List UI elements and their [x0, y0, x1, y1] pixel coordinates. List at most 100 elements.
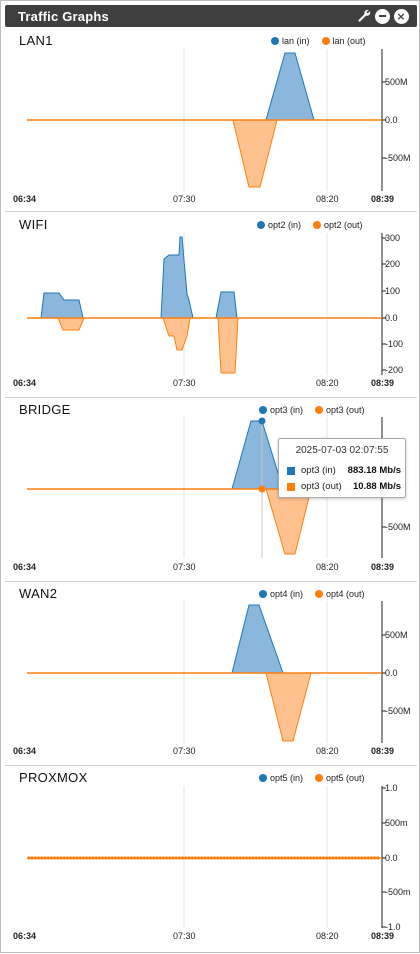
data-point	[117, 856, 121, 860]
data-point	[30, 856, 34, 860]
data-point	[363, 856, 367, 860]
x-tick: 07:30	[173, 194, 196, 204]
data-point	[302, 856, 306, 860]
data-point	[177, 856, 181, 860]
data-point	[155, 856, 159, 860]
legend-item-in[interactable]: opt5 (in)	[259, 773, 303, 783]
x-tick: 08:20	[316, 194, 339, 204]
y-tick: 300	[385, 233, 401, 243]
data-point	[85, 856, 89, 860]
data-point	[369, 856, 373, 860]
data-point	[328, 856, 332, 860]
data-point	[158, 856, 162, 860]
data-point	[238, 856, 242, 860]
data-point	[56, 856, 60, 860]
data-point	[149, 856, 153, 860]
data-point	[376, 856, 380, 860]
x-tick: 08:20	[316, 378, 339, 388]
legend-item-out[interactable]: opt5 (out)	[315, 773, 365, 783]
data-point	[107, 856, 111, 860]
data-point	[241, 856, 245, 860]
y-tick: 1.0	[385, 783, 398, 793]
data-point	[353, 856, 357, 860]
data-point	[325, 856, 329, 860]
data-point	[222, 856, 226, 860]
x-tick: 07:30	[173, 562, 196, 572]
data-point	[181, 856, 185, 860]
series-opt2-in	[160, 236, 194, 319]
data-point	[213, 856, 217, 860]
data-point	[49, 856, 54, 860]
legend-item-in[interactable]: opt4 (in)	[259, 589, 303, 599]
data-point	[46, 856, 50, 860]
data-point	[203, 856, 207, 860]
data-point	[245, 856, 249, 860]
wrench-icon[interactable]	[356, 8, 372, 24]
y-tick: 0.0	[385, 668, 398, 678]
data-point	[104, 856, 108, 860]
data-point	[161, 856, 165, 860]
data-point	[289, 856, 293, 860]
x-tick-start: 06:34	[13, 746, 37, 756]
data-point	[145, 856, 149, 860]
hover-tooltip: 2025-07-03 02:07:55 opt3 (in) 883.18 Mb/…	[278, 438, 406, 498]
data-point	[200, 856, 204, 860]
legend-item-in[interactable]: lan (in)	[271, 36, 310, 46]
data-point	[309, 856, 313, 860]
y-tick: -500m	[385, 887, 411, 897]
data-point	[81, 856, 85, 860]
close-icon[interactable]: ×	[393, 8, 409, 24]
y-tick: 0.0	[385, 115, 398, 125]
widget-header: Traffic Graphs ×	[5, 5, 417, 27]
legend-item-out[interactable]: opt4 (out)	[315, 589, 365, 599]
data-point	[293, 856, 297, 860]
y-tick: -500M	[385, 522, 411, 532]
x-tick-end: 08:39	[371, 562, 395, 572]
x-tick: 08:20	[316, 562, 339, 572]
data-point	[120, 856, 124, 860]
panel-title-proxmox: PROXMOX	[19, 770, 88, 785]
data-point	[129, 856, 133, 860]
widget-title: Traffic Graphs	[18, 9, 109, 24]
data-point	[171, 856, 175, 860]
data-point	[331, 856, 335, 860]
y-tick: 0.0	[385, 853, 398, 863]
data-point	[341, 856, 345, 860]
panel-title-bridge: BRIDGE	[19, 402, 71, 417]
data-point	[33, 856, 38, 860]
data-point	[254, 856, 258, 860]
divider	[5, 397, 417, 398]
data-point	[197, 856, 201, 860]
y-tick: 500m	[385, 818, 408, 828]
legend-item-out[interactable]: lan (out)	[321, 36, 366, 46]
data-point	[94, 856, 98, 860]
data-point	[126, 856, 130, 860]
panel-title-wan2: WAN2	[19, 586, 58, 601]
legend-item-out[interactable]: opt2 (out)	[313, 220, 363, 230]
x-tick: 08:20	[316, 931, 339, 941]
legend-item-in[interactable]: opt3 (in)	[259, 405, 303, 415]
data-point	[88, 856, 92, 860]
y-tick: -500M	[385, 706, 411, 716]
data-point	[91, 856, 95, 860]
data-point	[270, 856, 274, 860]
data-point	[261, 856, 265, 860]
data-point	[344, 856, 348, 860]
data-point	[347, 856, 351, 860]
data-point	[283, 856, 287, 860]
data-point	[37, 856, 41, 860]
data-point	[216, 856, 220, 860]
data-point	[184, 856, 188, 860]
data-point	[206, 856, 210, 860]
legend-item-in[interactable]: opt2 (in)	[257, 220, 301, 230]
tooltip-row-in: opt3 (in) 883.18 Mb/s	[287, 465, 401, 476]
data-point	[40, 856, 44, 860]
x-tick-end: 08:39	[371, 746, 395, 756]
legend-item-out[interactable]: opt3 (out)	[315, 405, 365, 415]
x-tick-start: 06:34	[13, 562, 37, 572]
data-point	[248, 856, 252, 860]
minimize-icon[interactable]	[374, 8, 390, 24]
panel-title-lan1: LAN1	[19, 33, 53, 48]
